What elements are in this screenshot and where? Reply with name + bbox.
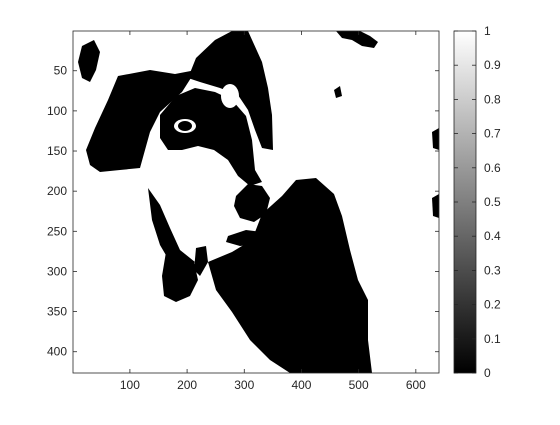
colorbar-tick-label: 0.2 xyxy=(484,298,501,312)
right-edge-blob-lower xyxy=(432,194,439,218)
x-tick-label: 500 xyxy=(349,378,369,392)
y-tick-label: 400 xyxy=(47,345,67,359)
colorbar-tick-label: 0.6 xyxy=(484,161,501,175)
dog-eye-pupil xyxy=(178,121,192,131)
dog-left-cheek-shadow xyxy=(148,188,195,270)
colorbar-tick-label: 1 xyxy=(484,24,491,38)
x-tick-label: 100 xyxy=(120,378,140,392)
y-tick-label: 350 xyxy=(47,305,67,319)
binary-dog-image xyxy=(73,31,439,373)
x-axis-ticks: 100 200 300 400 500 600 xyxy=(120,31,426,392)
y-tick-label: 250 xyxy=(47,224,67,238)
dog-left-ear xyxy=(86,70,196,172)
dog-left-paw xyxy=(162,252,198,302)
dog-nose xyxy=(234,184,270,222)
y-axis-ticks: 50 100 150 200 250 300 350 400 xyxy=(47,64,439,359)
colorbar-ticks: 0 0.1 0.2 0.3 0.4 0.5 0.6 0.7 0.8 0.9 1 xyxy=(454,24,501,380)
y-tick-label: 150 xyxy=(47,144,67,158)
colorbar-tick-label: 0 xyxy=(484,366,491,380)
colorbar-tick-label: 0.7 xyxy=(484,127,501,141)
dog-forehead-spot xyxy=(221,84,239,108)
dog-chest-speckle xyxy=(194,246,208,276)
right-small-speck xyxy=(334,86,342,98)
y-tick-label: 200 xyxy=(47,184,67,198)
colorbar-tick-label: 0.3 xyxy=(484,263,501,277)
axes-frame xyxy=(72,30,440,374)
top-right-blob xyxy=(336,31,378,48)
y-tick-label: 300 xyxy=(47,264,67,278)
colorbar-tick-label: 0.8 xyxy=(484,92,501,106)
dog-face-markings xyxy=(160,88,262,186)
x-tick-label: 300 xyxy=(234,378,254,392)
x-tick-label: 400 xyxy=(291,378,311,392)
colorbar-tick-label: 0.5 xyxy=(484,195,501,209)
x-tick-label: 600 xyxy=(406,378,426,392)
colorbar-tick-label: 0.9 xyxy=(484,58,501,72)
colorbar-tick-label: 0.1 xyxy=(484,332,501,346)
dog-body-shadow xyxy=(208,178,372,373)
right-edge-blob-upper xyxy=(432,128,439,150)
x-tick-label: 200 xyxy=(177,378,197,392)
colorbar-tick-label: 0.4 xyxy=(484,229,501,243)
y-tick-label: 100 xyxy=(47,104,67,118)
top-left-blob xyxy=(78,40,100,82)
y-tick-label: 50 xyxy=(54,64,68,78)
